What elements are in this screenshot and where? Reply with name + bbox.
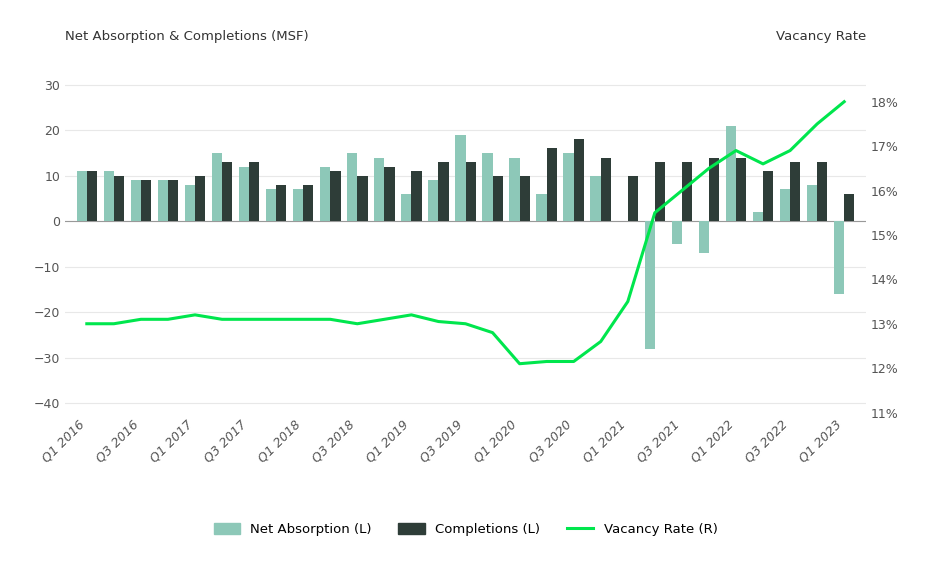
Bar bbox=[834, 221, 844, 294]
Bar bbox=[439, 162, 449, 221]
Bar bbox=[780, 190, 790, 221]
Bar bbox=[482, 153, 492, 221]
Bar bbox=[168, 180, 178, 221]
Vacancy Rate (R) bbox=[676, 187, 687, 194]
Vacancy Rate (R) bbox=[217, 316, 228, 323]
Bar bbox=[519, 176, 530, 221]
Bar bbox=[817, 162, 828, 221]
Vacancy Rate (R) bbox=[244, 316, 255, 323]
Bar bbox=[681, 162, 692, 221]
Vacancy Rate (R) bbox=[189, 311, 200, 318]
Bar bbox=[130, 180, 141, 221]
Bar bbox=[708, 158, 720, 221]
Bar bbox=[293, 190, 304, 221]
Bar bbox=[87, 171, 97, 221]
Bar bbox=[266, 190, 277, 221]
Bar bbox=[600, 158, 611, 221]
Vacancy Rate (R) bbox=[622, 298, 633, 305]
Vacancy Rate (R) bbox=[162, 316, 173, 323]
Vacancy Rate (R) bbox=[460, 320, 471, 327]
Vacancy Rate (R) bbox=[325, 316, 336, 323]
Bar bbox=[753, 212, 763, 221]
Vacancy Rate (R) bbox=[812, 120, 823, 127]
Bar bbox=[347, 153, 358, 221]
Bar bbox=[195, 176, 205, 221]
Bar bbox=[114, 176, 124, 221]
Bar bbox=[726, 125, 736, 221]
Bar bbox=[184, 185, 195, 221]
Bar bbox=[320, 167, 331, 221]
Bar bbox=[573, 139, 584, 221]
Bar bbox=[331, 171, 341, 221]
Vacancy Rate (R) bbox=[81, 320, 92, 327]
Bar bbox=[358, 176, 368, 221]
Bar bbox=[239, 167, 250, 221]
Bar bbox=[590, 176, 600, 221]
Text: Net Absorption & Completions (MSF): Net Absorption & Completions (MSF) bbox=[65, 30, 309, 43]
Vacancy Rate (R) bbox=[731, 147, 742, 154]
Bar bbox=[654, 162, 665, 221]
Bar bbox=[76, 171, 87, 221]
Bar bbox=[763, 171, 774, 221]
Bar bbox=[223, 162, 233, 221]
Bar bbox=[277, 185, 287, 221]
Vacancy Rate (R) bbox=[379, 316, 390, 323]
Bar bbox=[807, 185, 817, 221]
Vacancy Rate (R) bbox=[352, 320, 363, 327]
Vacancy Rate (R) bbox=[839, 98, 850, 105]
Bar bbox=[492, 176, 503, 221]
Bar bbox=[736, 158, 747, 221]
Bar bbox=[698, 221, 708, 253]
Bar bbox=[374, 158, 385, 221]
Bar bbox=[536, 194, 546, 221]
Legend: Net Absorption (L), Completions (L), Vacancy Rate (R): Net Absorption (L), Completions (L), Vac… bbox=[209, 517, 722, 541]
Vacancy Rate (R) bbox=[298, 316, 309, 323]
Bar bbox=[141, 180, 151, 221]
Vacancy Rate (R) bbox=[514, 360, 525, 367]
Bar bbox=[428, 180, 439, 221]
Bar bbox=[385, 167, 395, 221]
Vacancy Rate (R) bbox=[541, 358, 552, 365]
Bar bbox=[844, 194, 855, 221]
Bar bbox=[644, 221, 654, 349]
Bar bbox=[211, 153, 223, 221]
Vacancy Rate (R) bbox=[108, 320, 119, 327]
Vacancy Rate (R) bbox=[649, 209, 660, 216]
Vacancy Rate (R) bbox=[758, 160, 769, 167]
Bar bbox=[250, 162, 260, 221]
Bar bbox=[157, 180, 168, 221]
Bar bbox=[304, 185, 314, 221]
Bar bbox=[103, 171, 114, 221]
Bar bbox=[509, 158, 519, 221]
Vacancy Rate (R) bbox=[568, 358, 579, 365]
Bar bbox=[412, 171, 422, 221]
Vacancy Rate (R) bbox=[595, 338, 606, 345]
Vacancy Rate (R) bbox=[487, 329, 498, 336]
Bar bbox=[455, 135, 466, 221]
Vacancy Rate (R) bbox=[433, 318, 444, 325]
Vacancy Rate (R) bbox=[406, 311, 417, 318]
Vacancy Rate (R) bbox=[271, 316, 282, 323]
Line: Vacancy Rate (R): Vacancy Rate (R) bbox=[87, 101, 844, 364]
Text: Vacancy Rate: Vacancy Rate bbox=[776, 30, 866, 43]
Vacancy Rate (R) bbox=[135, 316, 146, 323]
Bar bbox=[546, 148, 557, 221]
Bar bbox=[627, 176, 638, 221]
Bar bbox=[671, 221, 681, 244]
Bar bbox=[563, 153, 573, 221]
Bar bbox=[790, 162, 801, 221]
Bar bbox=[401, 194, 412, 221]
Bar bbox=[466, 162, 476, 221]
Vacancy Rate (R) bbox=[703, 165, 714, 172]
Vacancy Rate (R) bbox=[785, 147, 796, 154]
